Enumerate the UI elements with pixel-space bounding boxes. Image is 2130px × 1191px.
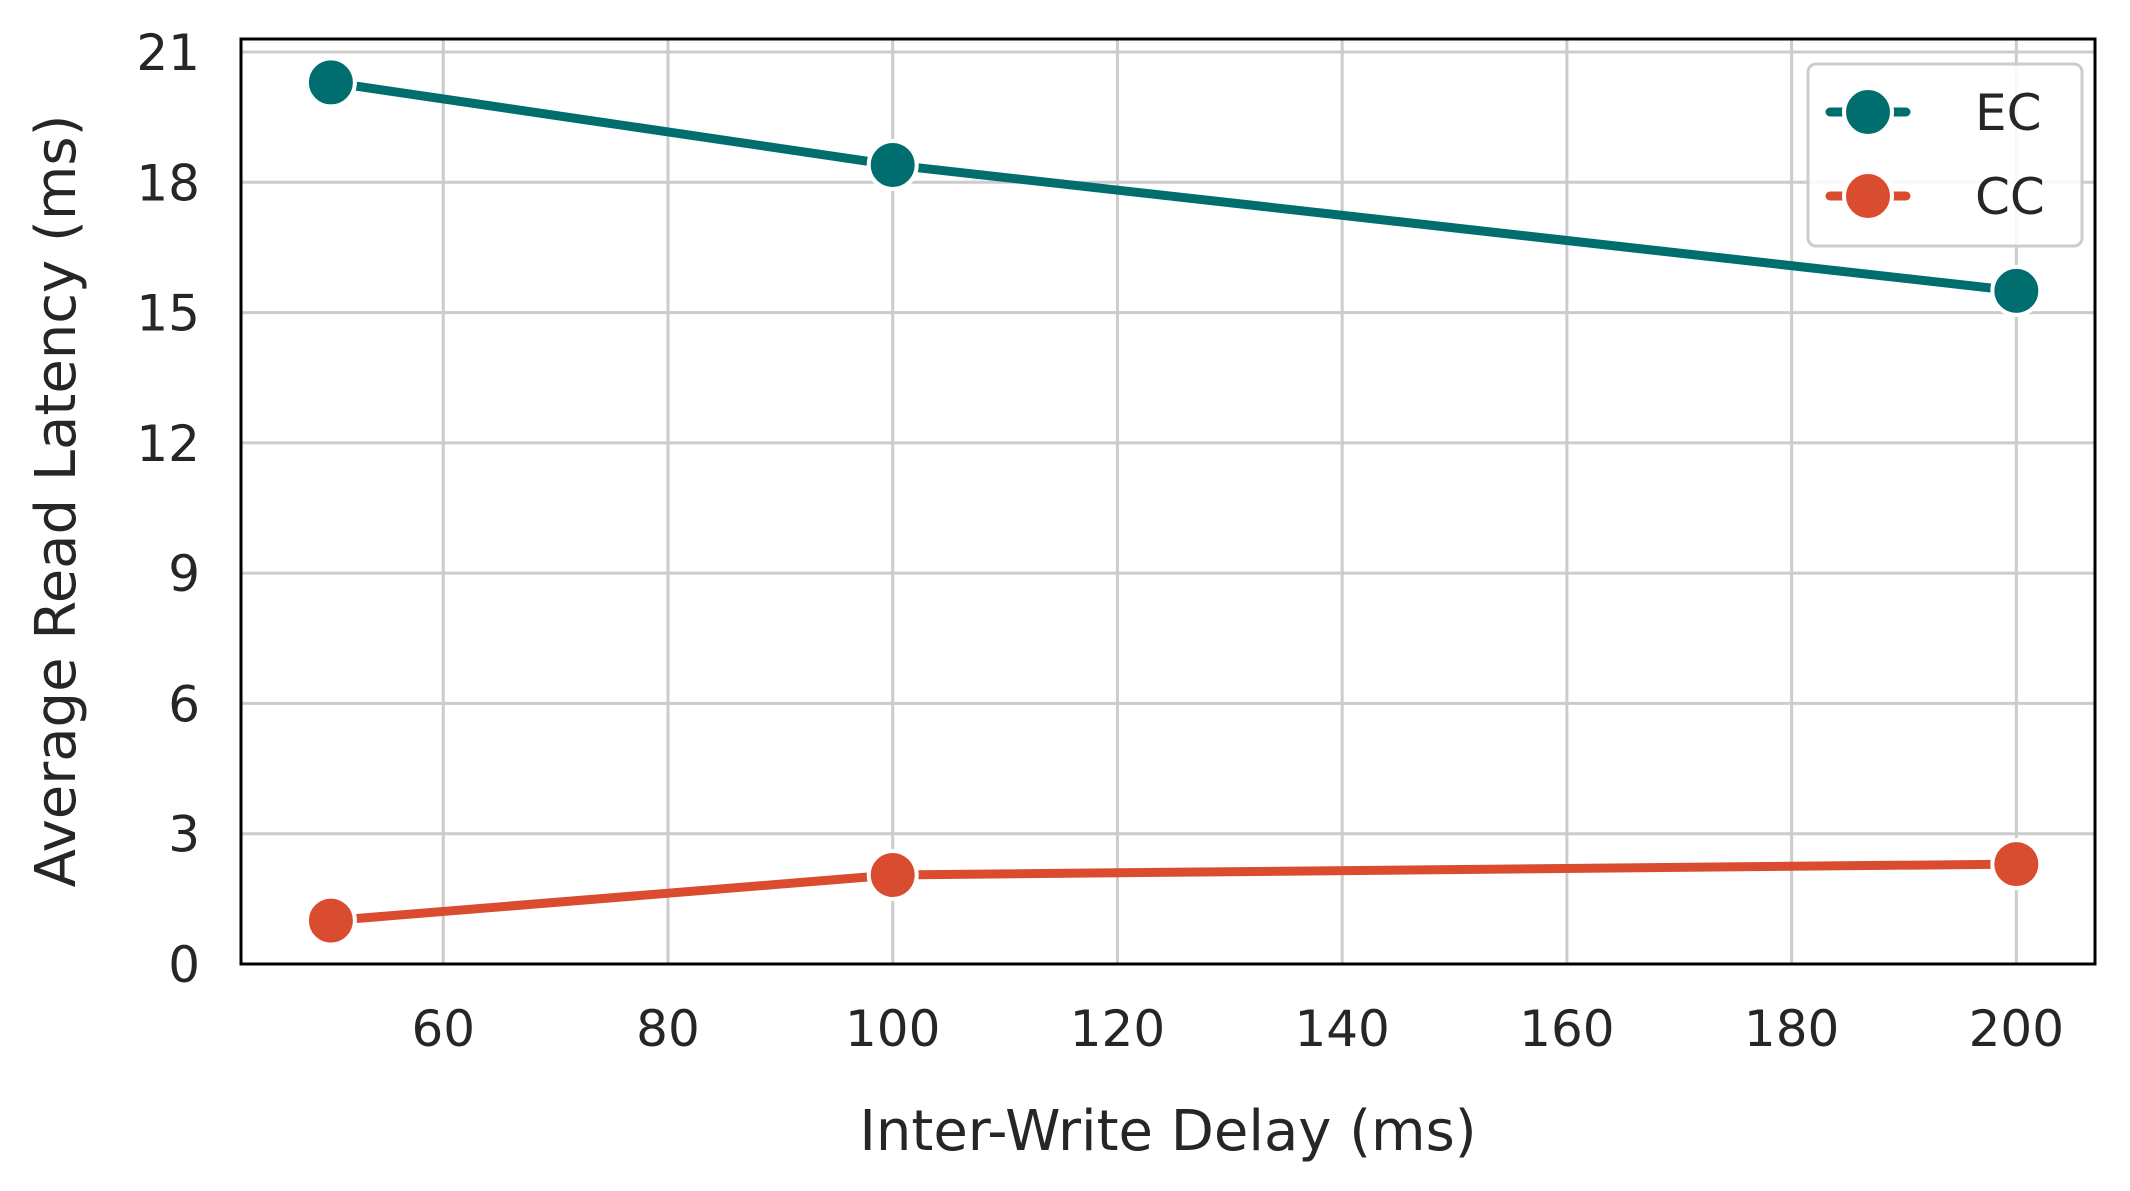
legend: EC CC	[1806, 62, 2084, 248]
y-axis-ticks: 0 3 6 9 12 15 18 21	[136, 24, 200, 994]
plot-frame	[239, 37, 2097, 966]
y-axis-label: Average Read Latency (ms)	[24, 115, 89, 888]
y-tick-label: 9	[168, 545, 200, 603]
x-tick-label: 200	[1969, 1000, 2064, 1058]
legend-label-ec: EC	[1975, 84, 2042, 142]
x-tick-label: 140	[1294, 1000, 1389, 1058]
y-tick-label: 12	[136, 415, 200, 473]
data-point-cc	[304, 894, 357, 947]
series-cc	[304, 838, 2043, 947]
x-tick-label: 120	[1070, 1000, 1165, 1058]
data-point-ec	[1990, 264, 2043, 317]
legend-label-cc: CC	[1975, 168, 2045, 226]
y-tick-label: 6	[168, 675, 200, 733]
x-axis-ticks: 60 80 100 120 140 160 180 200	[411, 1000, 2064, 1058]
y-tick-label: 15	[136, 285, 200, 343]
data-point-ec	[304, 56, 357, 109]
y-tick-label: 18	[136, 154, 200, 212]
x-tick-label: 180	[1744, 1000, 1839, 1058]
series-line-ec	[326, 77, 2021, 296]
legend-marker-cc	[1842, 170, 1894, 222]
y-tick-label: 0	[168, 936, 200, 994]
series-ec	[304, 56, 2043, 317]
data-point-ec	[866, 138, 919, 191]
y-tick-label: 3	[168, 806, 200, 864]
legend-marker-ec	[1842, 86, 1894, 138]
x-axis-label: Inter-Write Delay (ms)	[859, 1099, 1476, 1164]
data-point-cc	[1990, 838, 2043, 891]
series-group	[304, 56, 2043, 947]
x-tick-label: 60	[411, 1000, 475, 1058]
x-tick-label: 80	[636, 1000, 700, 1058]
grid-lines	[241, 39, 2095, 964]
y-tick-label: 21	[136, 24, 200, 82]
data-point-cc	[866, 848, 919, 901]
x-tick-label: 160	[1519, 1000, 1614, 1058]
series-line-cc	[326, 859, 2021, 926]
x-tick-label: 100	[845, 1000, 940, 1058]
